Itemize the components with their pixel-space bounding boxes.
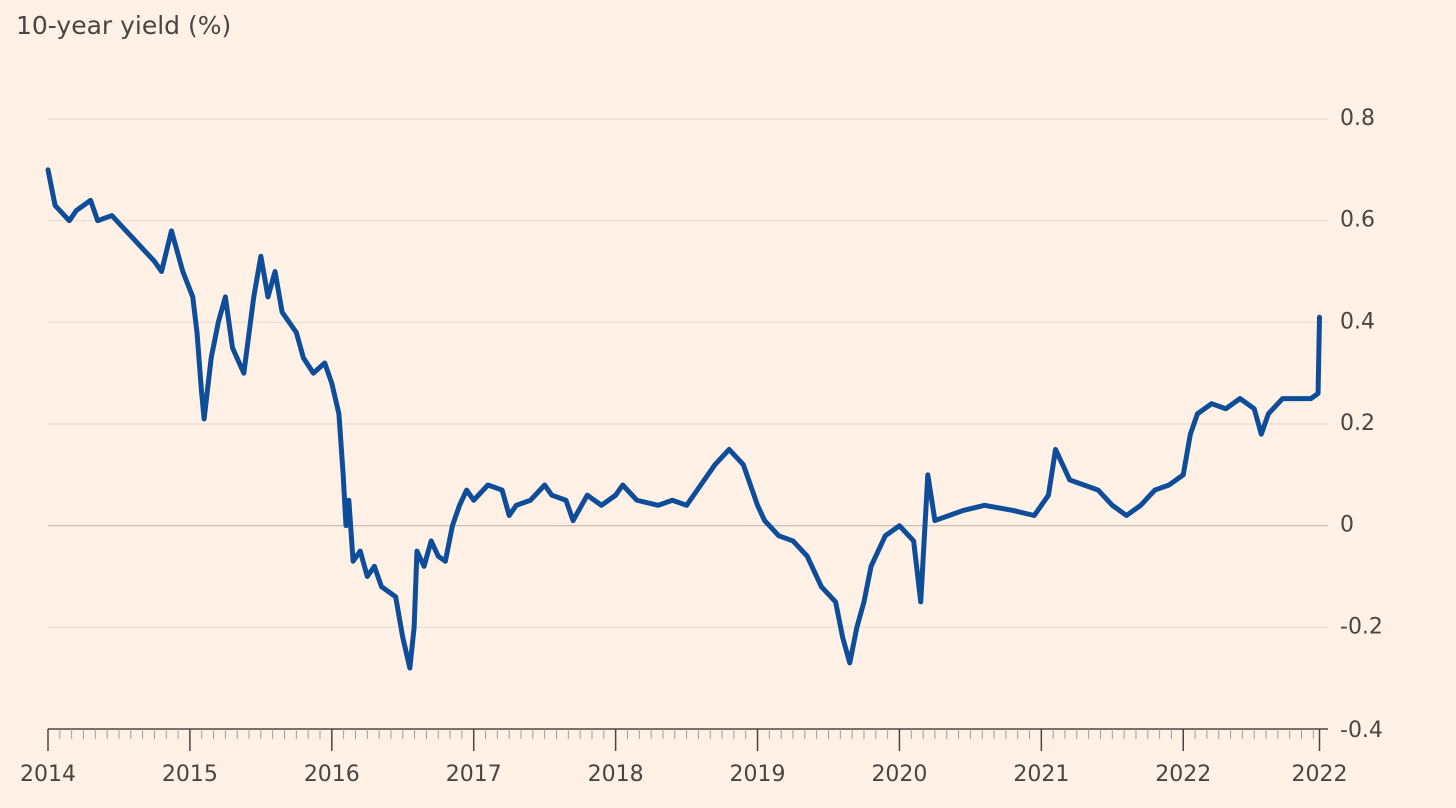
x-tick-label: 2020 xyxy=(871,762,927,787)
x-tick-label: 2016 xyxy=(304,762,360,787)
x-tick-label: 2022 xyxy=(1155,762,1211,787)
x-tick-label: 2022 xyxy=(1291,762,1347,787)
yield-line xyxy=(45,167,1322,671)
x-tick-label: 2019 xyxy=(730,762,786,787)
x-tick-label: 2018 xyxy=(588,762,644,787)
x-tick-label: 2015 xyxy=(162,762,218,787)
y-tick-label: -0.4 xyxy=(1340,718,1383,743)
y-tick-label: 0.6 xyxy=(1340,208,1375,233)
x-tick-label: 2017 xyxy=(446,762,502,787)
y-tick-label: -0.2 xyxy=(1340,614,1383,639)
y-tick-label: 0.2 xyxy=(1340,411,1375,436)
chart-title: 10-year yield (%) xyxy=(16,11,231,40)
x-tick-label: 2021 xyxy=(1013,762,1069,787)
y-tick-label: 0.4 xyxy=(1340,309,1375,334)
x-tick-label: 2014 xyxy=(20,762,76,787)
y-tick-label: 0.8 xyxy=(1340,106,1375,131)
y-tick-label: 0 xyxy=(1340,513,1354,538)
